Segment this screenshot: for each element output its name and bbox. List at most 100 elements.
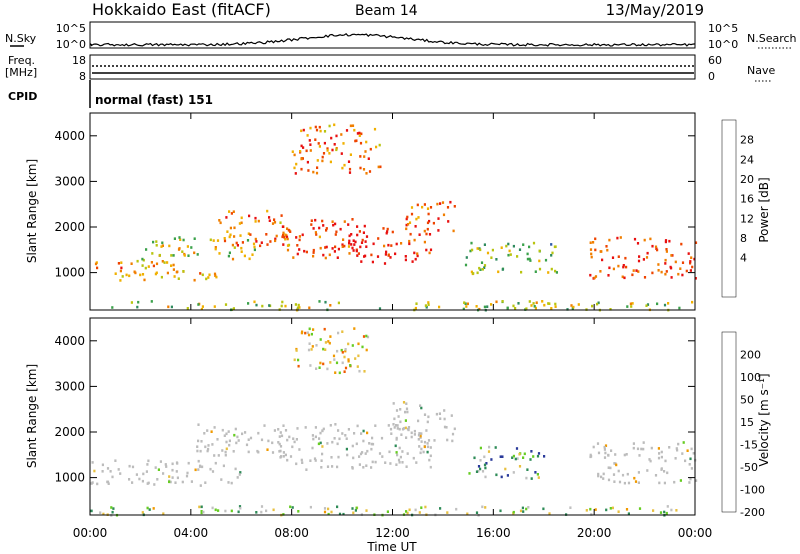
heatmap-cell <box>433 439 436 442</box>
heatmap-cell <box>613 480 616 483</box>
heatmap-cell <box>323 510 327 514</box>
heatmap-cell <box>538 267 542 271</box>
heatmap-cell <box>344 349 347 353</box>
heatmap-cell <box>681 273 684 277</box>
heatmap-cell <box>377 165 380 169</box>
heatmap-cell <box>331 465 334 468</box>
heatmap-cell <box>253 245 256 249</box>
heatmap-cell <box>616 236 619 240</box>
heatmap-cell <box>631 273 634 277</box>
heatmap-cell <box>512 304 515 308</box>
heatmap-cell <box>170 264 173 267</box>
heatmap-cell <box>305 250 308 254</box>
heatmap-cell <box>554 245 557 248</box>
heatmap-cell <box>315 128 319 132</box>
heatmap-cell <box>642 447 645 451</box>
heatmap-cell <box>239 506 242 510</box>
heatmap-cell <box>293 153 296 157</box>
heatmap-cell <box>361 345 364 349</box>
heatmap-cell <box>591 304 594 308</box>
heatmap-cell <box>373 127 377 131</box>
heatmap-cell <box>359 141 363 145</box>
heatmap-cell <box>358 369 361 373</box>
heatmap-cell <box>419 436 422 439</box>
heatmap-cell <box>394 444 397 448</box>
heatmap-cell <box>652 509 655 512</box>
heatmap-cell <box>310 332 313 336</box>
heatmap-cell <box>233 235 236 238</box>
heatmap-cell <box>260 505 264 508</box>
heatmap-cell <box>643 238 646 242</box>
heatmap-cell <box>274 239 277 243</box>
heatmap-cell <box>256 449 259 453</box>
heatmap-cell <box>171 462 174 466</box>
heatmap-cell <box>447 220 450 223</box>
heatmap-cell <box>378 143 381 147</box>
heatmap-cell <box>331 148 334 152</box>
heatmap-cell <box>232 307 235 310</box>
heatmap-cell <box>406 511 409 515</box>
heatmap-cell <box>295 162 298 166</box>
heatmap-cell <box>632 269 635 272</box>
heatmap-cell <box>378 452 382 455</box>
heatmap-cell <box>96 266 99 270</box>
heatmap-cell <box>337 429 340 432</box>
heatmap-cell <box>228 443 231 447</box>
heatmap-cell <box>321 429 324 433</box>
heatmap-cell <box>402 401 406 404</box>
heatmap-cell <box>214 508 217 512</box>
colorbar-tick-label: 100 <box>740 371 761 384</box>
heatmap-cell <box>621 275 624 279</box>
heatmap-cell <box>278 442 281 446</box>
heatmap-cell <box>642 441 645 444</box>
heatmap-cell <box>466 302 469 306</box>
heatmap-cell <box>225 216 228 219</box>
heatmap-cell <box>273 221 277 224</box>
heatmap-cell <box>429 465 432 469</box>
heatmap-cell <box>534 306 537 310</box>
heatmap-cell <box>196 445 199 448</box>
heatmap-cell <box>370 442 373 446</box>
heatmap-cell <box>376 255 380 258</box>
heatmap-cell <box>596 302 599 306</box>
heatmap-cell <box>166 261 169 264</box>
heatmap-cell <box>506 306 509 310</box>
heatmap-cell <box>247 232 250 235</box>
heatmap-cell <box>348 252 351 255</box>
heatmap-cell <box>125 273 128 277</box>
heatmap-cell <box>518 452 521 456</box>
heatmap-cell <box>161 244 164 247</box>
colorbar-tick-label: 24 <box>740 153 754 166</box>
heatmap-cell <box>685 269 688 273</box>
heatmap-cell <box>236 476 239 479</box>
heatmap-cell <box>475 511 479 514</box>
heatmap-cell <box>326 367 329 371</box>
heatmap-cell <box>481 505 484 509</box>
heatmap-cell <box>636 242 640 245</box>
heatmap-cell <box>285 235 289 239</box>
heatmap-cell <box>408 508 411 512</box>
heatmap-cell <box>176 270 179 274</box>
heatmap-cell <box>254 216 257 220</box>
heatmap-cell <box>691 300 694 304</box>
heatmap-cell <box>238 222 241 225</box>
heatmap-cell <box>572 305 575 309</box>
heatmap-cell <box>526 468 529 471</box>
heatmap-cell <box>419 404 422 407</box>
heatmap-cell <box>341 166 344 170</box>
heatmap-cell <box>423 440 427 444</box>
heatmap-cell <box>338 437 341 441</box>
heatmap-cell <box>315 367 318 370</box>
heatmap-cell <box>607 466 610 469</box>
heatmap-cell <box>311 446 314 450</box>
heatmap-cell <box>405 402 408 405</box>
heatmap-cell <box>229 226 232 230</box>
heatmap-cell <box>645 256 649 259</box>
heatmap-cell <box>646 303 650 306</box>
heatmap-cell <box>235 241 238 245</box>
heatmap-cell <box>268 216 271 219</box>
heatmap-cell <box>339 227 342 231</box>
heatmap-cell <box>604 451 607 455</box>
heatmap-cell <box>326 149 329 152</box>
heatmap-cell <box>170 254 173 257</box>
